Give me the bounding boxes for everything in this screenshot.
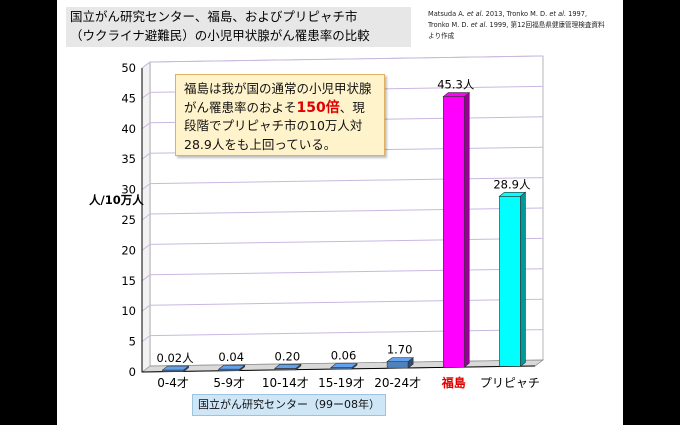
- y-axis-label: 人/10万人: [89, 193, 144, 207]
- bar-top: [442, 92, 471, 97]
- y-tick-label: 45: [121, 91, 136, 105]
- callout-text: 福島は我が国の通常の小児甲状腺がん罹患率のおよそ: [184, 81, 372, 115]
- bar-chart: 0 5 10 15 20 25 30 35 40 45 50 人/10万人 0.02人 0-4才 0.04…: [89, 55, 545, 390]
- bar-front: [499, 195, 521, 367]
- gridline: [149, 55, 544, 63]
- data-label: 0.04: [218, 350, 244, 364]
- bar-top: [330, 363, 358, 368]
- gridline: [141, 92, 151, 99]
- gridline: [141, 274, 151, 282]
- y-tick-label: 30: [121, 183, 136, 197]
- y-tick-label: 50: [121, 61, 136, 75]
- gridline: [141, 304, 151, 312]
- bar-side: [520, 191, 526, 368]
- source-etal: et al.: [470, 21, 488, 29]
- y-tick-label: 0: [129, 365, 136, 379]
- y-tick-label: 15: [121, 274, 136, 288]
- y-tick-label: 5: [129, 335, 136, 349]
- gridline: [149, 207, 544, 215]
- gridline: [141, 122, 151, 130]
- bar-top: [161, 365, 190, 371]
- bar-top: [386, 357, 414, 362]
- source-text: 2013, Tronko M. D.: [483, 10, 550, 18]
- gridline: [141, 152, 151, 160]
- source-text: 1997,: [566, 10, 588, 18]
- category-label: 5-9才: [213, 376, 245, 390]
- category-label: 福島: [441, 375, 466, 390]
- y-tick-label: 40: [121, 122, 136, 136]
- gridline: [141, 61, 151, 69]
- callout-box: 福島は我が国の通常の小児甲状腺がん罹患率のおよそ150倍、現段階でプリピャチ市の…: [175, 74, 385, 156]
- callout-text-2: 、現段階でプリピャチ市の10万人対28.9人をも上回っている。: [184, 99, 365, 152]
- slide: 国立がん研究センター、福島、およびプリピャチ市 （ウクライナ避難民）の小児甲状腺…: [57, 0, 623, 425]
- data-label: 0.02人: [157, 351, 195, 365]
- category-label: 20-24才: [374, 376, 421, 390]
- title-box: 国立がん研究センター、福島、およびプリピャチ市 （ウクライナ避難民）の小児甲状腺…: [66, 7, 411, 47]
- data-label: 45.3人: [437, 78, 475, 92]
- gridline: [149, 177, 544, 185]
- bar-layer: [161, 91, 527, 373]
- gridline: [149, 298, 544, 306]
- gridline: [149, 268, 544, 276]
- y-tick-label: 20: [121, 243, 136, 257]
- data-label: 0.06: [331, 349, 357, 363]
- source-line-2: Tronko M. D. et al. 1999, 第12回福島県健康管理検査資…: [428, 20, 618, 31]
- title-line-2: （ウクライナ避難民）の小児甲状腺がん罹患率の比較: [70, 28, 370, 43]
- source-line-1: Matsuda A. et al. 2013, Tronko M. D. et …: [428, 9, 618, 20]
- source-line-3: より作成: [428, 32, 455, 40]
- bar-front: [386, 361, 409, 369]
- y-tick-label: 10: [121, 304, 136, 318]
- y-tick-label: 25: [121, 213, 136, 227]
- gridline: [149, 329, 544, 337]
- bar-top: [498, 191, 527, 197]
- ncc-period-label: 国立がん研究センター（99ー08年）: [192, 394, 386, 416]
- source-etal: et al.: [549, 10, 567, 18]
- bar-side: [463, 91, 470, 368]
- source-text: Matsuda A.: [428, 10, 467, 18]
- gridline: [149, 237, 544, 245]
- callout-highlight: 150倍: [296, 99, 340, 116]
- category-label: 15-19才: [318, 376, 365, 390]
- data-label: 0.20: [275, 349, 301, 363]
- label-layer: 0.02人 0-4才 0.04 5-9才 0.20 10-14才 0.06 15-19才 1.7…: [157, 78, 540, 390]
- bar-front: [442, 96, 465, 368]
- source-text: 1999, 第12回福島県健康管理検査資料: [487, 21, 605, 29]
- category-label: 10-14才: [262, 376, 309, 390]
- title-line-1: 国立がん研究センター、福島、およびプリピャチ市: [70, 9, 358, 24]
- bar-top: [274, 364, 302, 369]
- source-etal: et al.: [466, 10, 484, 18]
- source-citation: Matsuda A. et al. 2013, Tronko M. D. et …: [428, 9, 618, 42]
- data-label: 1.70: [387, 343, 413, 357]
- category-label: 0-4才: [157, 376, 189, 390]
- gridline: [141, 335, 151, 343]
- data-label: 28.9人: [493, 177, 531, 191]
- gridline: [141, 243, 151, 251]
- source-text: Tronko M. D.: [428, 21, 471, 29]
- gridline: [141, 183, 151, 191]
- category-label: プリピャチ: [480, 376, 540, 390]
- y-tick-label: 35: [121, 152, 136, 166]
- gridline: [141, 213, 151, 221]
- bar-top: [217, 364, 246, 370]
